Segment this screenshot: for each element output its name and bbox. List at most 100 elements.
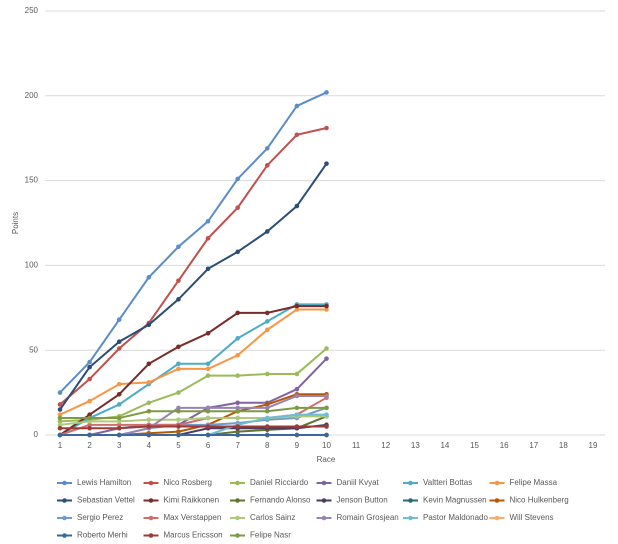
legend-label: Carlos Sainz	[250, 513, 295, 522]
legend-label: Daniel Ricciardo	[250, 478, 309, 487]
point	[294, 103, 300, 109]
legend-label: Nico Hulkenberg	[510, 496, 569, 505]
x-tick-label: 15	[470, 441, 479, 450]
x-tick-label: 13	[411, 441, 420, 450]
point	[205, 415, 211, 421]
x-tick-label: 1	[58, 441, 63, 450]
point	[57, 422, 63, 428]
legend-label: Sergio Perez	[77, 513, 123, 522]
point	[264, 432, 270, 438]
legend-label: Will Stevens	[510, 513, 554, 522]
point	[87, 432, 92, 438]
point	[264, 229, 270, 234]
point	[294, 371, 300, 377]
point	[116, 391, 122, 397]
point	[146, 400, 152, 406]
y-tick-label: 150	[25, 176, 39, 185]
point	[324, 161, 329, 166]
point	[146, 432, 152, 438]
point	[235, 424, 240, 429]
x-axis-title: Race	[317, 455, 336, 464]
point	[264, 327, 270, 333]
point	[264, 424, 270, 429]
series-line	[60, 425, 327, 430]
point	[87, 419, 92, 424]
legend-label: Felipe Nasr	[250, 531, 291, 540]
point	[205, 361, 211, 367]
legend-marker	[62, 533, 67, 538]
legend-marker	[408, 515, 413, 521]
series-line	[60, 357, 328, 436]
point	[116, 419, 122, 424]
x-tick-label: 16	[500, 441, 509, 450]
legend-marker	[148, 498, 154, 503]
x-tick-label: 9	[295, 441, 300, 450]
point	[116, 415, 122, 421]
point	[264, 415, 270, 421]
legend-label: Pastor Maldonado	[423, 513, 488, 522]
point	[87, 364, 92, 370]
legend-marker	[235, 533, 240, 538]
legend-label: Kimi Raikkonen	[164, 496, 220, 505]
series-line	[59, 305, 327, 436]
point	[87, 376, 92, 382]
legend-marker	[62, 480, 67, 486]
point	[205, 424, 211, 429]
point	[264, 408, 270, 414]
point	[57, 432, 63, 438]
legend-marker	[321, 515, 327, 521]
point	[324, 393, 329, 399]
legend-label: Valtteri Bottas	[423, 478, 472, 487]
point	[205, 330, 211, 336]
point	[176, 361, 181, 367]
point	[176, 366, 181, 372]
legend-marker	[494, 480, 500, 486]
legend-marker	[235, 480, 240, 486]
legend-marker	[408, 480, 413, 486]
point	[205, 432, 211, 438]
x-tick-label: 11	[352, 441, 361, 450]
x-tick-label: 7	[235, 441, 240, 450]
point	[235, 415, 240, 421]
point	[116, 317, 122, 322]
legend-marker	[235, 515, 240, 521]
point	[205, 405, 211, 411]
point	[87, 398, 92, 404]
legend-marker	[494, 498, 500, 503]
point	[205, 366, 211, 372]
point	[264, 405, 270, 411]
y-tick-label: 50	[29, 345, 38, 354]
legend-label: Marcus Ericsson	[164, 531, 223, 540]
point	[87, 422, 92, 428]
point	[176, 429, 181, 434]
point	[176, 405, 181, 411]
point	[176, 297, 181, 302]
point	[294, 412, 300, 417]
point	[264, 310, 270, 316]
point	[116, 339, 122, 345]
point	[324, 346, 329, 351]
legend-marker	[62, 498, 67, 503]
point	[324, 303, 329, 309]
point	[146, 417, 152, 423]
legend-marker	[148, 533, 154, 538]
legend-marker	[148, 480, 154, 486]
x-tick-label: 12	[381, 441, 390, 450]
point	[324, 125, 329, 131]
point	[116, 381, 122, 387]
point	[176, 344, 181, 350]
legend-label: Fernando Alonso	[250, 496, 311, 505]
point	[146, 424, 152, 429]
point	[176, 417, 181, 423]
point	[146, 274, 152, 280]
point	[116, 346, 122, 351]
y-tick-label: 0	[34, 430, 39, 439]
point	[205, 266, 211, 272]
point	[235, 373, 240, 378]
point	[235, 408, 240, 414]
legend-marker	[235, 498, 240, 503]
point	[294, 203, 300, 209]
x-tick-label: 19	[589, 441, 598, 450]
point	[57, 412, 63, 417]
